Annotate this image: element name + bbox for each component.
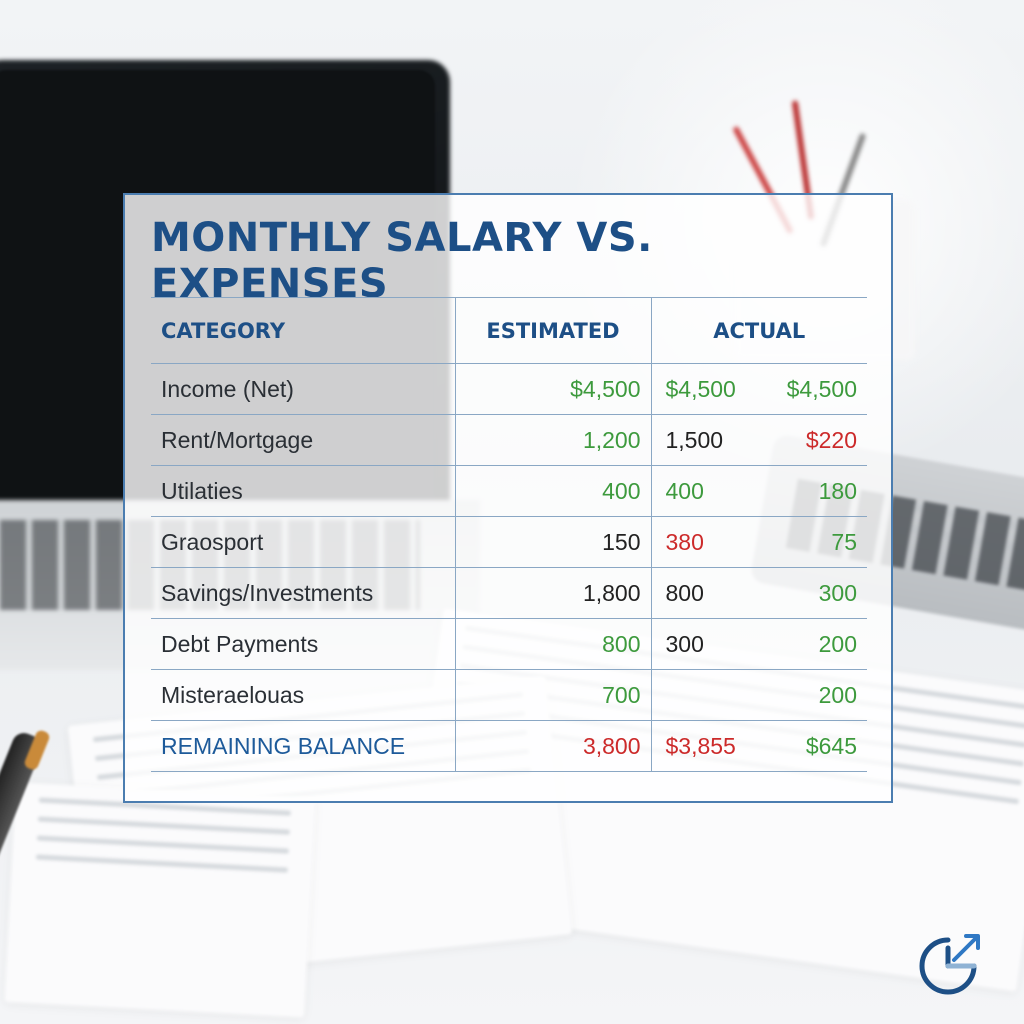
table-row: Debt Payments 800 300 200 [151, 618, 867, 670]
category-cell: Debt Payments [151, 618, 455, 670]
table-row: Utilaties 400 400 180 [151, 465, 867, 517]
header-actual: ACTUAL [650, 297, 867, 364]
balance-row: REMAINING BALANCE 3,800 $3,855 $645 [151, 720, 867, 772]
actual-cell: $4,500 [650, 363, 761, 415]
actual-extra-cell: 200 [761, 618, 867, 670]
table-row: Misteraelouas 700 200 [151, 669, 867, 721]
actual-extra-cell: $220 [761, 414, 867, 466]
estimated-cell: 400 [454, 465, 651, 517]
header-estimated: ESTIMATED [454, 297, 651, 364]
category-cell: Utilaties [151, 465, 455, 517]
actual-extra-cell: 200 [761, 669, 867, 721]
estimated-cell: 800 [454, 618, 651, 670]
table-row: Savings/Investments 1,800 800 300 [151, 567, 867, 619]
category-cell: Income (Net) [151, 363, 455, 415]
actual-cell: 800 [650, 567, 761, 619]
category-cell: REMAINING BALANCE [151, 720, 455, 772]
growth-chart-logo-icon [919, 934, 980, 995]
page-title: MONTHLY SALARY VS. EXPENSES [151, 215, 653, 307]
actual-extra-cell: 300 [761, 567, 867, 619]
budget-table: CATEGORY ESTIMATED ACTUAL Income (Net) $4… [151, 297, 867, 772]
actual-cell: 1,500 [650, 414, 761, 466]
actual-cell: $3,855 [650, 720, 761, 772]
actual-cell: 300 [650, 618, 761, 670]
actual-extra-cell: $645 [761, 720, 867, 772]
estimated-cell: 700 [454, 669, 651, 721]
actual-cell [650, 669, 761, 721]
paper-sheet [4, 782, 316, 1018]
estimated-cell: 3,800 [454, 720, 651, 772]
estimated-cell: 1,200 [454, 414, 651, 466]
actual-extra-cell: 180 [761, 465, 867, 517]
estimated-cell: $4,500 [454, 363, 651, 415]
table-header-row: CATEGORY ESTIMATED ACTUAL [151, 297, 867, 364]
category-cell: Misteraelouas [151, 669, 455, 721]
budget-card: MONTHLY SALARY VS. EXPENSES CATEGORY EST… [123, 193, 893, 803]
table-row: Income (Net) $4,500 $4,500 $4,500 [151, 363, 867, 415]
header-category: CATEGORY [151, 297, 455, 364]
estimated-cell: 150 [454, 516, 651, 568]
budget-table-wrap: CATEGORY ESTIMATED ACTUAL Income (Net) $4… [151, 297, 867, 772]
category-cell: Savings/Investments [151, 567, 455, 619]
actual-cell: 400 [650, 465, 761, 517]
category-cell: Rent/Mortgage [151, 414, 455, 466]
actual-extra-cell: $4,500 [761, 363, 867, 415]
category-cell: Graosport [151, 516, 455, 568]
estimated-cell: 1,800 [454, 567, 651, 619]
table-row: Graosport 150 380 75 [151, 516, 867, 568]
table-row: Rent/Mortgage 1,200 1,500 $220 [151, 414, 867, 466]
actual-cell: 380 [650, 516, 761, 568]
actual-extra-cell: 75 [761, 516, 867, 568]
